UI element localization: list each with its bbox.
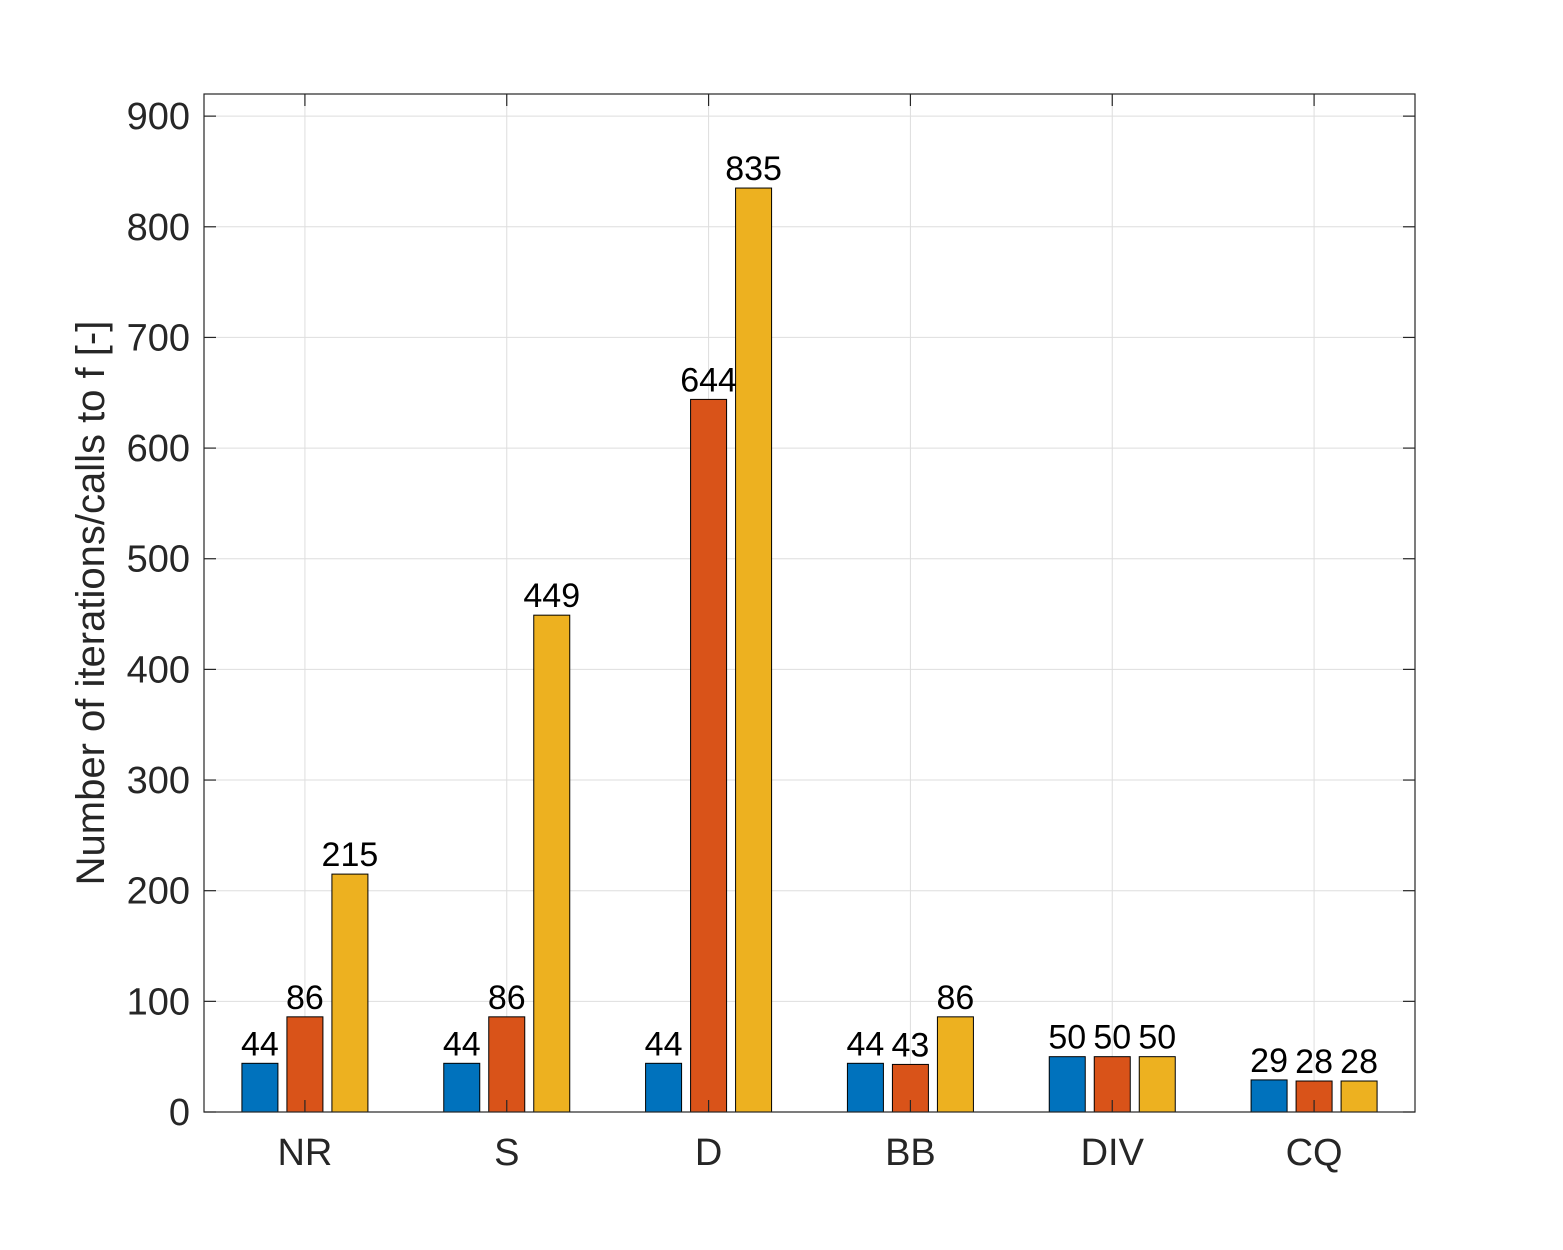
x-tick-label: NR	[277, 1132, 332, 1174]
bar-value-label: 215	[322, 836, 379, 874]
plot-frame	[203, 93, 1416, 1113]
x-tick-label: BB	[885, 1132, 936, 1174]
bar	[1048, 1056, 1086, 1113]
bar	[846, 1062, 884, 1113]
bar-value-label: 44	[443, 1025, 481, 1063]
bar-value-label: 44	[241, 1025, 279, 1063]
bar	[936, 1016, 974, 1113]
grid-lines	[204, 94, 1415, 1112]
bar	[241, 1062, 279, 1113]
bar	[1340, 1080, 1378, 1113]
bar	[286, 1016, 324, 1113]
bar	[690, 398, 728, 1113]
x-tick-label: CQ	[1286, 1132, 1343, 1174]
bar-value-label: 44	[847, 1025, 885, 1063]
y-tick-label: 700	[127, 317, 190, 359]
axis-ticks	[204, 94, 1415, 1113]
bar	[1250, 1079, 1288, 1113]
x-tick-label: D	[695, 1132, 722, 1174]
bar-value-label: 44	[645, 1025, 683, 1063]
bar	[645, 1062, 683, 1113]
bar	[331, 873, 369, 1113]
bar-value-label: 50	[1093, 1019, 1131, 1057]
y-tick-label: 400	[127, 649, 190, 691]
bar-value-label: 449	[523, 577, 580, 615]
bar	[1138, 1056, 1176, 1113]
bar-value-label: 835	[725, 150, 782, 188]
y-tick-label: 100	[127, 981, 190, 1023]
y-tick-label: 0	[169, 1092, 190, 1134]
bar-value-label: 86	[488, 979, 526, 1017]
x-tick-label: S	[494, 1132, 519, 1174]
y-tick-label: 600	[127, 428, 190, 470]
bar-value-label: 86	[286, 979, 324, 1017]
x-tick-labels: NR S D BB DIV CQ	[277, 1132, 1342, 1174]
y-tick-label: 300	[127, 760, 190, 802]
bar-value-label: 644	[680, 361, 737, 399]
y-tick-labels: 0 100 200 300 400 500 600 700 800 900	[127, 96, 190, 1134]
x-tick-label: DIV	[1081, 1132, 1145, 1174]
bar-value-label: 28	[1340, 1043, 1378, 1081]
y-tick-label: 200	[127, 871, 190, 913]
bar	[443, 1062, 481, 1113]
bar-value-label: 28	[1295, 1043, 1333, 1081]
bar-value-label: 43	[892, 1026, 930, 1064]
y-axis-title: Number of iterations/calls to f [-]	[69, 321, 113, 886]
y-tick-label: 900	[127, 96, 190, 138]
bars	[241, 187, 1378, 1113]
bar	[735, 187, 773, 1113]
bar-value-label: 86	[937, 979, 975, 1017]
bar-value-label: 50	[1048, 1019, 1086, 1057]
y-tick-label: 800	[127, 207, 190, 249]
bar-value-label: 50	[1138, 1019, 1176, 1057]
bar-value-label: 29	[1250, 1042, 1288, 1080]
y-tick-label: 500	[127, 539, 190, 581]
bar	[533, 614, 571, 1113]
bar	[488, 1016, 526, 1113]
